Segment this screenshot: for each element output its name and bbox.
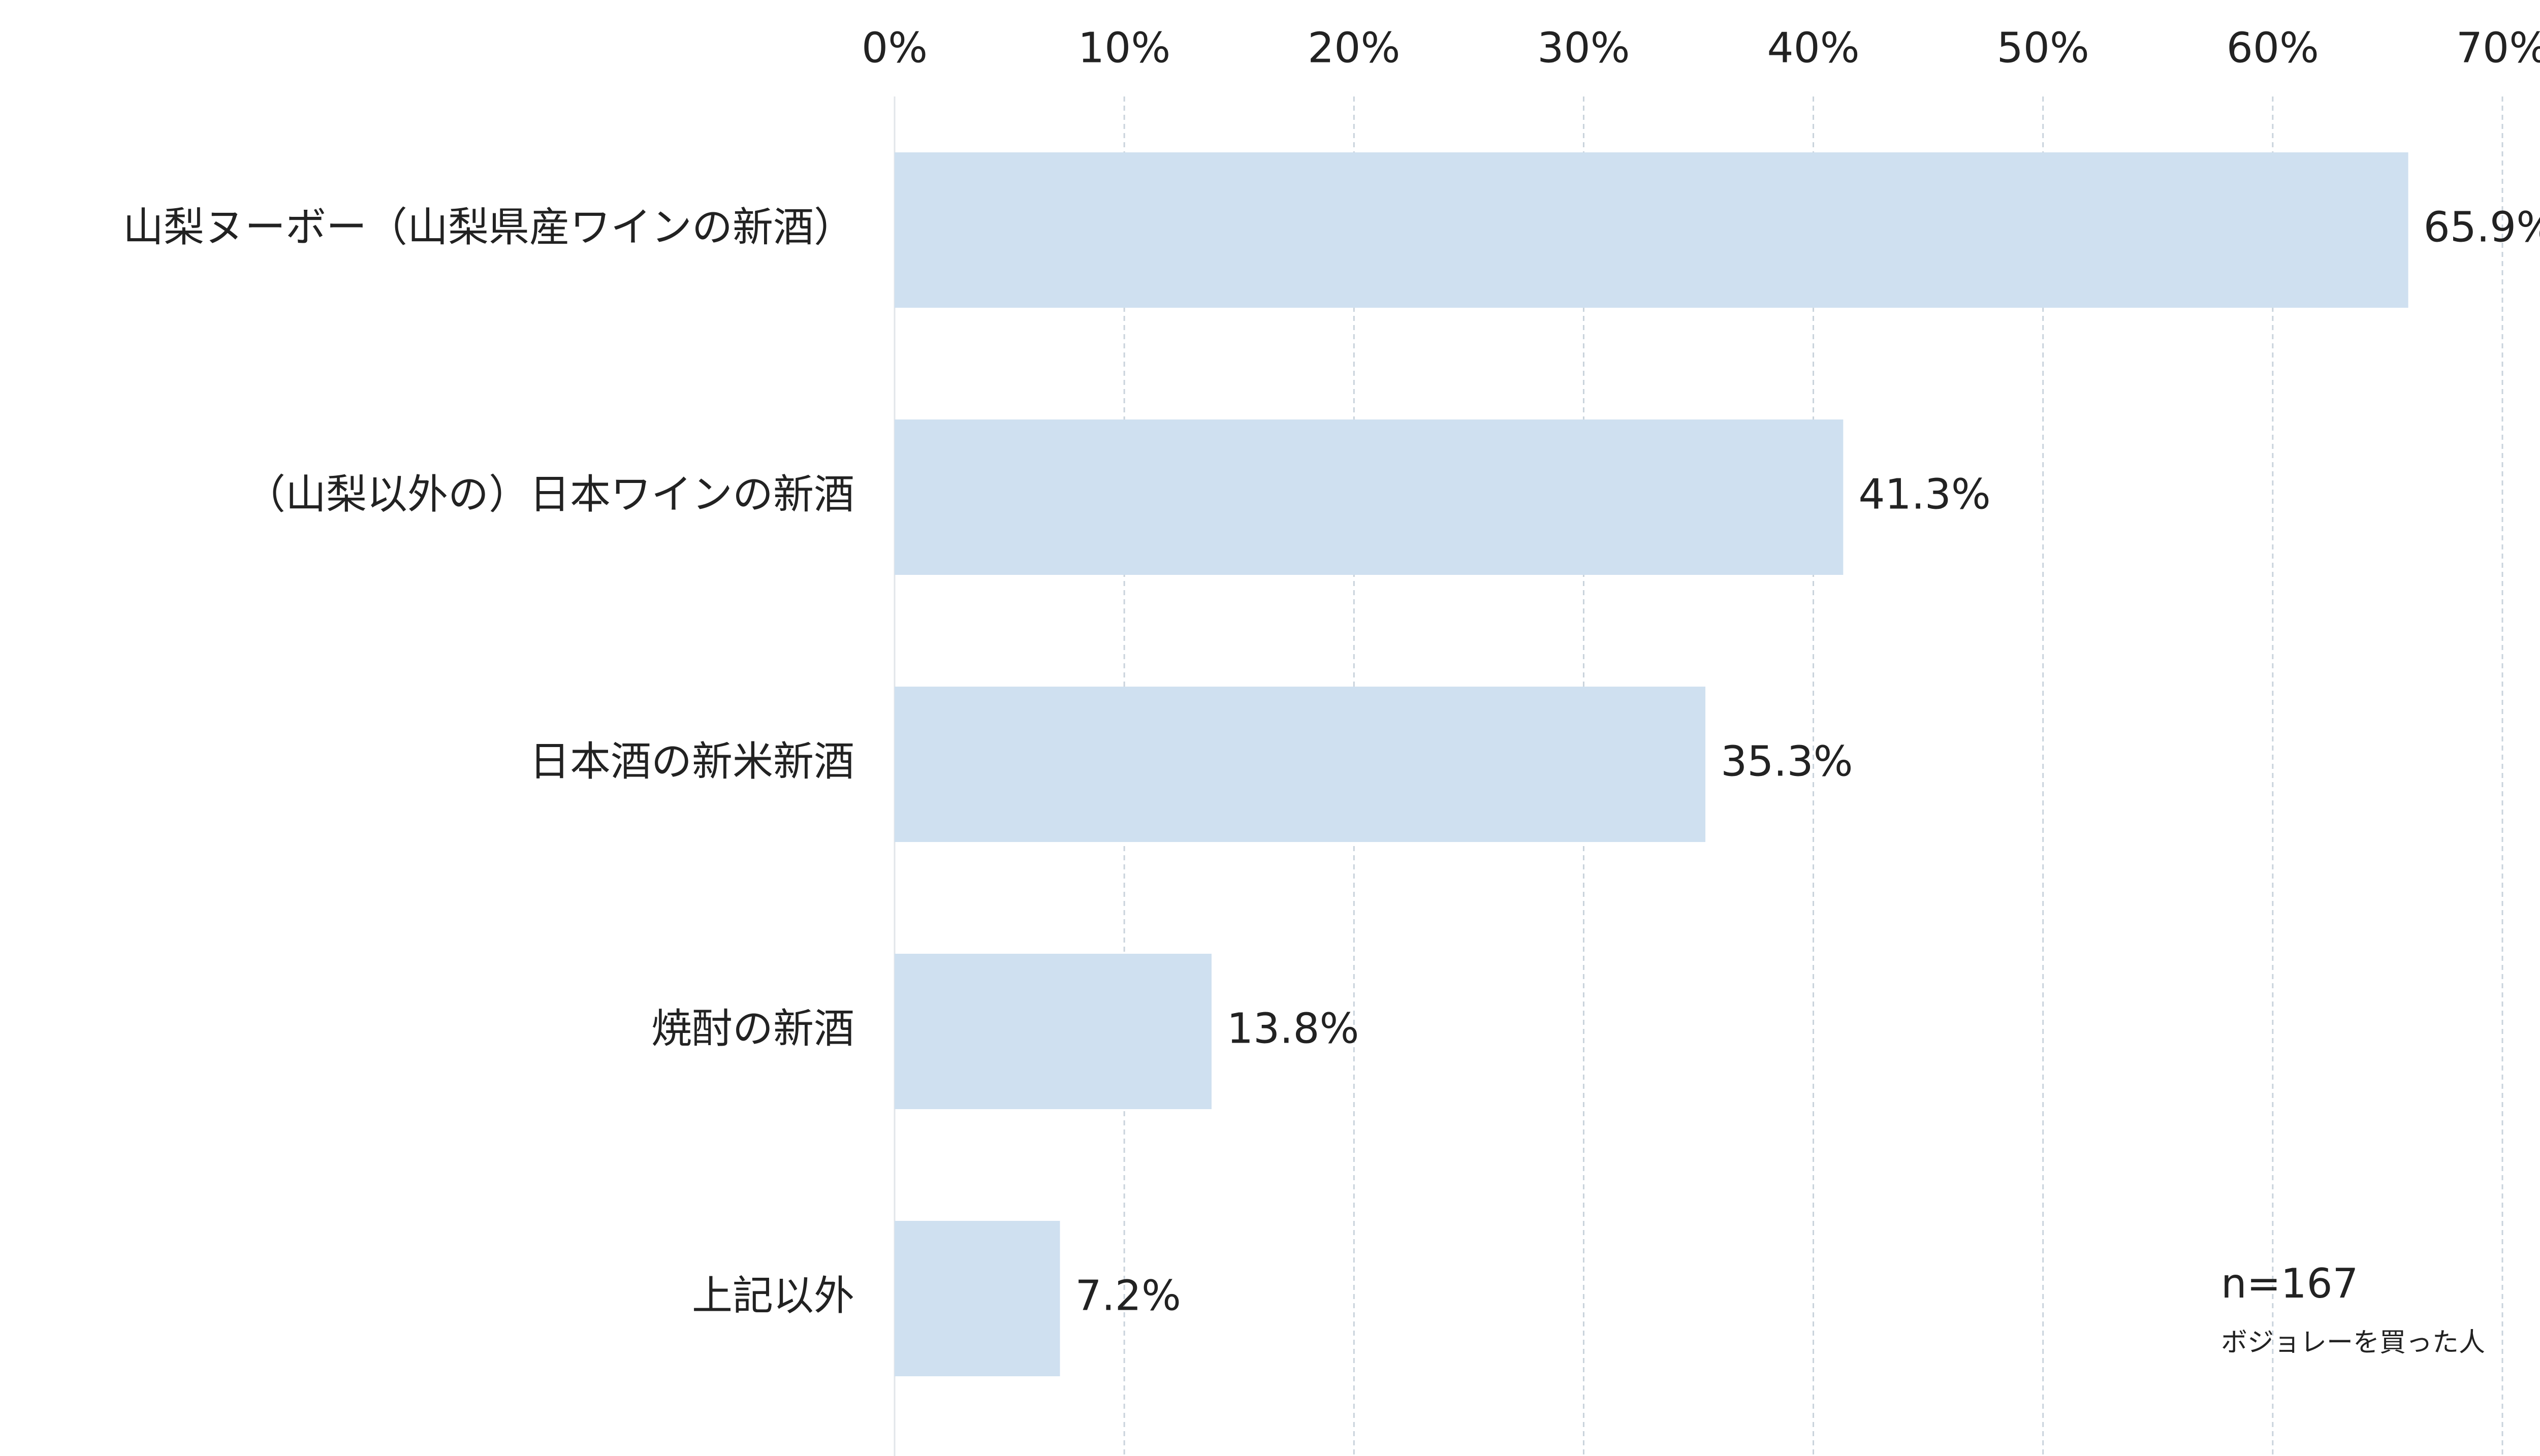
category-label: （山梨以外の）日本ワインの新酒 — [245, 471, 854, 518]
value-labels: 65.9% 41.3% 35.3% 13.8% 7.2% — [1075, 203, 2540, 1320]
value-label: 35.3% — [1721, 737, 1853, 786]
bar — [895, 152, 2408, 308]
x-tick-label: 70% — [2456, 24, 2540, 72]
category-label: 上記以外 — [692, 1272, 854, 1319]
x-axis-ticks: 0% 10% 20% 30% 40% 50% 60% 70% — [862, 24, 2540, 72]
value-label: 65.9% — [2424, 203, 2540, 251]
x-tick-label: 10% — [1078, 24, 1170, 72]
x-tick-label: 50% — [1997, 24, 2089, 72]
x-tick-label: 60% — [2227, 24, 2319, 72]
bar — [895, 687, 1706, 842]
x-tick-label: 30% — [1537, 24, 1630, 72]
value-label: 7.2% — [1075, 1272, 1181, 1320]
bar — [895, 419, 1844, 575]
value-label: 41.3% — [1858, 470, 1991, 519]
sample-subtitle: ボジョレーを買った人 — [2221, 1328, 2485, 1358]
category-labels: 山梨ヌーボー（山梨県産ワインの新酒） （山梨以外の）日本ワインの新酒日本酒の新米新… — [123, 204, 854, 1319]
category-label: 山梨ヌーボー（山梨県産ワインの新酒） — [123, 204, 854, 251]
x-tick-label: 40% — [1767, 24, 1859, 72]
x-tick-label: 20% — [1308, 24, 1400, 72]
category-label: 焼酎の新酒 — [651, 1005, 854, 1052]
bar — [895, 954, 1212, 1109]
sample-size-label: n=167 — [2221, 1260, 2358, 1307]
value-label: 13.8% — [1227, 1005, 1359, 1053]
x-tick-label: 0% — [862, 24, 928, 72]
bar — [895, 1221, 1060, 1376]
category-label: 日本酒の新米新酒 — [529, 738, 854, 785]
bars — [895, 152, 2408, 1376]
